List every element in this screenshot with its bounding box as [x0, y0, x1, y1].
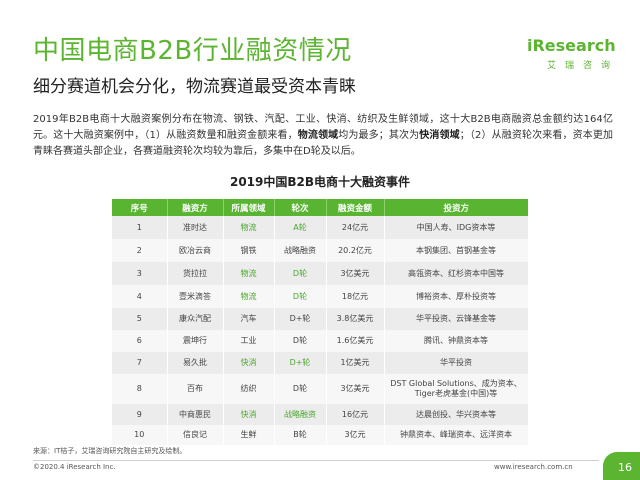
- source-note: 来源：IT桔子，艾瑞咨询研究院自主研究及绘制。: [33, 447, 187, 455]
- table-title: 2019中国B2B电商十大融资事件: [229, 175, 411, 189]
- cell-round: D轮: [274, 330, 327, 352]
- cell-no: 10: [112, 425, 168, 445]
- cell-investor: 腾讯、钟鼎资本等: [384, 330, 529, 352]
- cell-company: 震坤行: [167, 330, 224, 352]
- column-header-no: 序号: [112, 199, 168, 216]
- cell-company: 百布: [167, 374, 224, 404]
- cell-no: 8: [112, 374, 168, 404]
- cell-amount: 3亿元: [326, 425, 385, 445]
- cell-investor: DST Global Solutions、成为资本、Tiger老虎基金(中国)等: [384, 374, 529, 404]
- table-row: 10 信良记 生鲜 B轮 3亿元 钟鼎资本、峰瑞资本、远洋资本: [112, 425, 529, 445]
- cell-field: 物流: [223, 262, 275, 285]
- cell-field: 物流: [223, 285, 275, 308]
- cell-amount: 3亿美元: [326, 374, 385, 404]
- financing-events-table: 序号 融资方 所属领域 轮次 融资金额 投资方 1 准时达 物流 A轮 24亿元…: [112, 199, 529, 445]
- page-subtitle: 细分赛道机会分化，物流赛道最受资本青睐: [33, 77, 356, 97]
- cell-company: 壹米滴答: [167, 285, 224, 308]
- cell-investor: 博裕资本、厚朴投资等: [384, 285, 529, 308]
- paragraph-text-1: 2019年B2B电商十大融资案例分布在物流、钢铁、汽配、工业、快消、纺织及生鲜领…: [33, 114, 613, 141]
- page-number-tab: [603, 452, 640, 480]
- cell-no: 7: [112, 352, 168, 374]
- column-header-field: 所属领域: [223, 199, 275, 216]
- footer-website-link[interactable]: www.iresearch.com.cn: [494, 463, 573, 471]
- cell-investor: 中国人寿、IDG资本等: [384, 216, 529, 239]
- table-row: 6 震坤行 工业 D轮 1.6亿美元 腾讯、钟鼎资本等: [112, 330, 529, 352]
- cell-investor: 本钢集团、首钢基金等: [384, 239, 529, 262]
- column-header-amount: 融资金额: [326, 199, 385, 216]
- cell-amount: 20.2亿元: [326, 239, 385, 262]
- paragraph-highlight-logistics: 物流领域: [297, 130, 339, 141]
- cell-no: 6: [112, 330, 168, 352]
- paragraph-highlight-fmcg: 快消领域: [419, 130, 460, 141]
- cell-company: 欧冶云商: [167, 239, 224, 262]
- summary-paragraph: 2019年B2B电商十大融资案例分布在物流、钢铁、汽配、工业、快消、纺织及生鲜领…: [33, 112, 613, 160]
- cell-field: 工业: [223, 330, 275, 352]
- column-header-investor: 投资方: [384, 199, 528, 216]
- cell-amount: 18亿元: [326, 285, 385, 308]
- column-header-round: 轮次: [274, 199, 327, 216]
- table-header-row: 序号 融资方 所属领域 轮次 融资金额 投资方: [112, 199, 528, 216]
- logo-brand-text: iResearch: [527, 36, 616, 55]
- cell-round: D+轮: [274, 352, 327, 374]
- cell-round: D轮: [274, 285, 327, 308]
- logo-brand-cn: 艾瑞咨询: [547, 61, 620, 71]
- cell-round: B轮: [274, 425, 327, 445]
- cell-no: 1: [112, 216, 168, 239]
- table-row: 9 中商惠民 快消 战略融资 16亿元 达晨创投、华兴资本等: [112, 404, 529, 425]
- page-title: 中国电商B2B行业融资情况: [33, 36, 352, 66]
- cell-field: 物流: [223, 216, 275, 239]
- iresearch-logo: iResearch 艾瑞咨询: [527, 36, 616, 76]
- paragraph-text-2: 均为最多；其次为: [338, 130, 420, 141]
- cell-amount: 1.6亿美元: [326, 330, 385, 352]
- cell-investor: 华平投资、云锋基金等: [384, 308, 529, 330]
- cell-company: 准时达: [167, 216, 224, 239]
- cell-investor: 钟鼎资本、峰瑞资本、远洋资本: [384, 425, 529, 445]
- cell-no: 4: [112, 285, 168, 308]
- paragraph-text-3: ；（2）从融资轮次来看，资本更加青睐各赛道头部企业，各赛道融资轮次均较为靠后，多…: [33, 130, 613, 157]
- cell-company: 货拉拉: [167, 262, 224, 285]
- table-row: 1 准时达 物流 A轮 24亿元 中国人寿、IDG资本等: [112, 216, 529, 239]
- cell-amount: 16亿元: [326, 404, 385, 425]
- page-number: 16: [618, 461, 632, 474]
- cell-no: 3: [112, 262, 168, 285]
- table-row: 3 货拉拉 物流 D轮 3亿美元 高瓴资本、红杉资本中国等: [112, 262, 529, 285]
- table-row: 4 壹米滴答 物流 D轮 18亿元 博裕资本、厚朴投资等: [112, 285, 529, 308]
- cell-investor: 华平投资: [384, 352, 529, 374]
- cell-amount: 3.8亿美元: [326, 308, 385, 330]
- cell-field: 快消: [223, 352, 275, 374]
- table-row: 7 易久批 快消 D+轮 1亿美元 华平投资: [112, 352, 529, 374]
- cell-investor: 高瓴资本、红杉资本中国等: [384, 262, 529, 285]
- cell-field: 钢铁: [223, 239, 275, 262]
- cell-company: 易久批: [167, 352, 224, 374]
- cell-company: 康众汽配: [167, 308, 224, 330]
- footer-divider: [33, 460, 599, 461]
- table-row: 2 欧冶云商 钢铁 战略融资 20.2亿元 本钢集团、首钢基金等: [112, 239, 529, 262]
- cell-investor: 达晨创投、华兴资本等: [384, 404, 529, 425]
- cell-company: 中商惠民: [167, 404, 224, 425]
- cell-no: 9: [112, 404, 168, 425]
- cell-amount: 24亿元: [326, 216, 385, 239]
- cell-field: 纺织: [223, 374, 275, 404]
- cell-company: 信良记: [167, 425, 224, 445]
- cell-field: 快消: [223, 404, 275, 425]
- column-header-company: 融资方: [167, 199, 224, 216]
- cell-round: D+轮: [274, 308, 327, 330]
- cell-field: 生鲜: [223, 425, 275, 445]
- cell-round: D轮: [274, 262, 327, 285]
- cell-round: D轮: [274, 374, 327, 404]
- cell-field: 汽车: [223, 308, 275, 330]
- cell-round: 战略融资: [274, 404, 327, 425]
- cell-round: A轮: [274, 216, 327, 239]
- table-row: 5 康众汽配 汽车 D+轮 3.8亿美元 华平投资、云锋基金等: [112, 308, 529, 330]
- cell-no: 5: [112, 308, 168, 330]
- cell-round: 战略融资: [274, 239, 327, 262]
- cell-no: 2: [112, 239, 168, 262]
- cell-amount: 3亿美元: [326, 262, 385, 285]
- cell-amount: 1亿美元: [326, 352, 385, 374]
- footer-copyright: ©2020.4 iResearch Inc.: [33, 463, 116, 471]
- table-row: 8 百布 纺织 D轮 3亿美元 DST Global Solutions、成为资…: [112, 374, 529, 404]
